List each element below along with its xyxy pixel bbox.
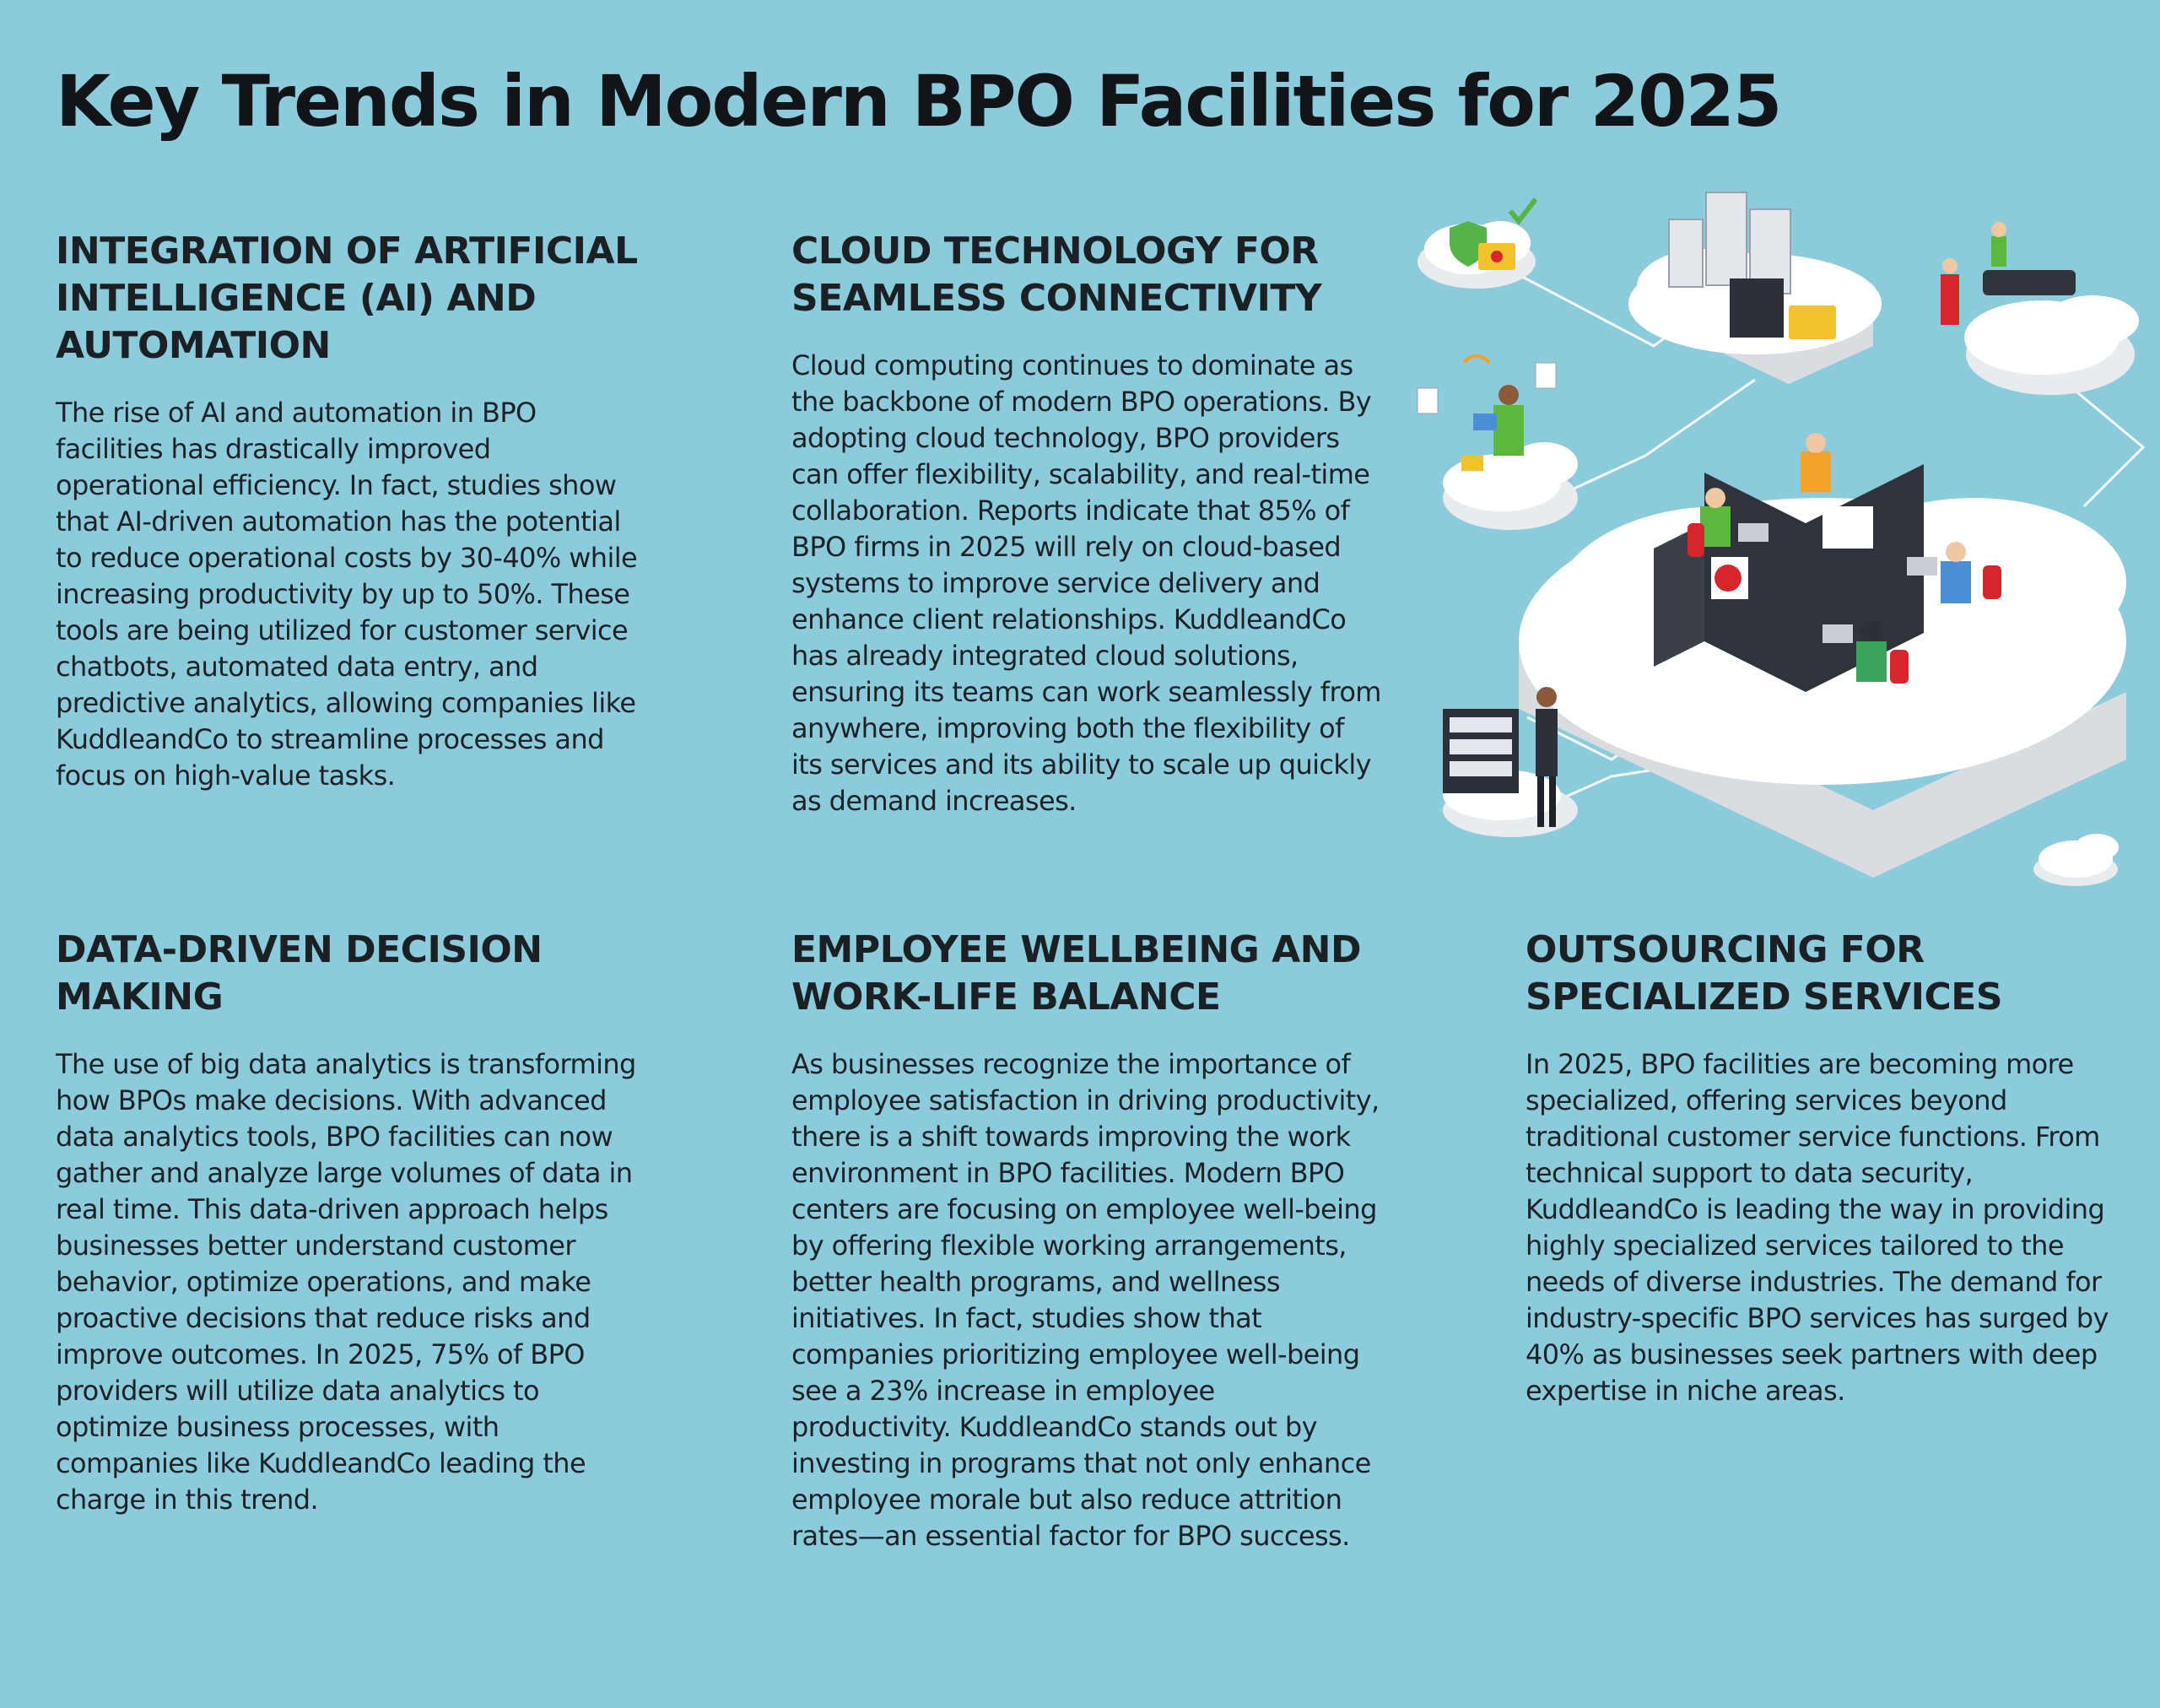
section-heading: OUTSOURCING FOR SPECIALIZED SERVICES [1526, 928, 2003, 1019]
section-body: Cloud computing continues to dominate as… [791, 349, 1381, 817]
section-body: The rise of AI and automation in BPO fac… [56, 397, 638, 792]
section-ai-automation: INTEGRATION OF ARTIFICIAL INTELLIGENCE (… [56, 228, 638, 794]
section-heading: EMPLOYEE WELLBEING AND WORK-LIFE BALANCE [791, 928, 1361, 1019]
small-cloud-icon [2033, 834, 2119, 886]
section-cloud-technology: CLOUD TECHNOLOGY FOR SEAMLESS CONNECTIVI… [791, 228, 1382, 819]
section-heading: DATA-DRIVEN DECISION MAKING [56, 928, 543, 1019]
office-cloud-icon [1519, 433, 2126, 878]
section-heading: INTEGRATION OF ARTIFICIAL INTELLIGENCE (… [56, 230, 638, 367]
remote-worker-cloud-icon [1417, 354, 1578, 530]
section-outsourcing: OUTSOURCING FOR SPECIALIZED SERVICES In … [1526, 927, 2116, 1409]
page-title: Key Trends in Modern BPO Facilities for … [56, 60, 1782, 143]
meeting-cloud-icon [1941, 222, 2139, 395]
server-rack-cloud-icon [1443, 687, 1578, 837]
section-data-driven: DATA-DRIVEN DECISION MAKING The use of b… [56, 927, 646, 1518]
section-heading: CLOUD TECHNOLOGY FOR SEAMLESS CONNECTIVI… [791, 230, 1322, 320]
section-employee-wellbeing: EMPLOYEE WELLBEING AND WORK-LIFE BALANCE… [791, 927, 1382, 1554]
section-body: As businesses recognize the importance o… [791, 1048, 1380, 1552]
security-cloud-icon [1418, 197, 1538, 289]
isometric-cloud-office-icon [1417, 192, 2146, 886]
section-body: The use of big data analytics is transfo… [56, 1048, 636, 1516]
server-cloud-icon [1628, 192, 1882, 384]
section-body: In 2025, BPO facilities are becoming mor… [1526, 1048, 2109, 1407]
